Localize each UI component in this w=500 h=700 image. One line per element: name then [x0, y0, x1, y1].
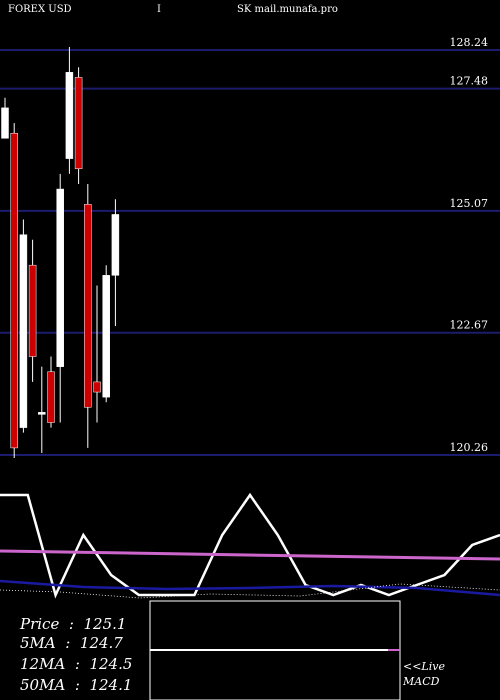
stat-50ma: 50MA : 124.1 — [20, 676, 133, 694]
candle-body — [102, 275, 110, 398]
stat-50ma-label: 50MA — [20, 676, 66, 694]
ma-blue-line — [0, 579, 500, 597]
candle-body — [84, 204, 92, 408]
live-label[interactable]: <<Live — [403, 660, 445, 673]
candle-body — [56, 188, 64, 367]
candle-body — [28, 264, 37, 357]
ma-pink-line — [0, 549, 500, 561]
candle-body — [111, 214, 120, 276]
stat-12ma: 12MA : 124.5 — [20, 655, 133, 673]
candle-body — [74, 77, 83, 170]
candle-body — [38, 412, 46, 415]
signal-dotted-line — [0, 583, 500, 599]
price-levels: 128.24 127.48 125.07 122.67 120.26 — [0, 36, 500, 456]
candles — [1, 46, 120, 459]
candle-body — [65, 72, 74, 159]
level-label: 122.67 — [450, 319, 489, 332]
indicator-lines — [0, 492, 500, 599]
site-label: SK mail.munafa.pro — [237, 4, 338, 15]
stat-price-label: Price — [20, 615, 60, 633]
symbol-label: FOREX USD — [8, 4, 72, 15]
level-label: 127.48 — [450, 75, 489, 88]
candle-body — [93, 381, 101, 393]
level-label: 125.07 — [450, 197, 489, 210]
macd-label: MACD — [403, 675, 440, 688]
stat-5ma-value: 124.7 — [79, 634, 123, 652]
level-label: 120.26 — [450, 441, 489, 454]
stat-5ma-label: 5MA — [20, 634, 56, 652]
stat-50ma-value: 124.1 — [89, 676, 133, 694]
stat-price: Price : 125.1 — [20, 615, 127, 633]
candle-body — [19, 234, 28, 428]
stat-5ma: 5MA : 124.7 — [20, 634, 123, 652]
candle-body — [1, 107, 9, 139]
candle-body — [10, 132, 18, 449]
indicator-line — [0, 492, 500, 599]
stat-12ma-label: 12MA — [20, 655, 66, 673]
level-label: 128.24 — [450, 36, 489, 49]
marker-label: I — [157, 4, 161, 15]
stat-price-value: 125.1 — [83, 615, 127, 633]
stat-12ma-value: 124.5 — [89, 655, 133, 673]
candle-body — [47, 371, 55, 423]
